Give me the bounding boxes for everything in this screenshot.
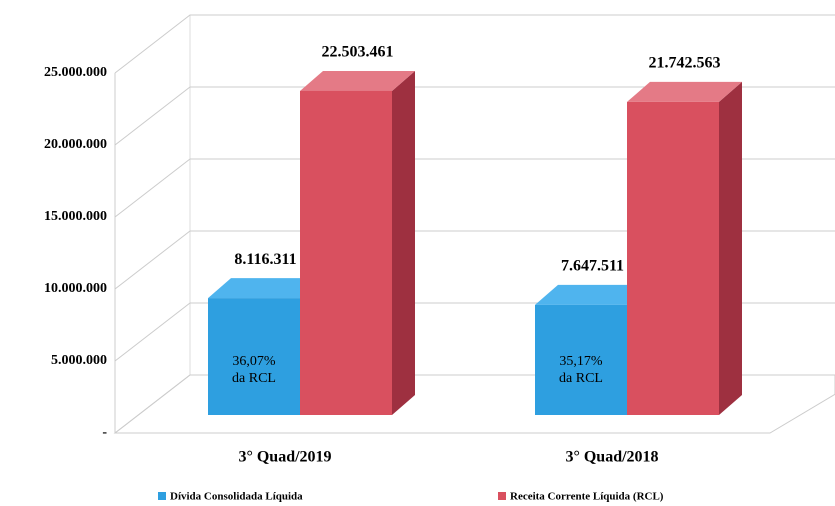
value-label: 8.116.311 bbox=[234, 251, 296, 268]
grid-line bbox=[114, 230, 835, 290]
annotation: da RCL bbox=[559, 371, 603, 386]
legend-swatch bbox=[498, 492, 506, 500]
value-label: 22.503.461 bbox=[322, 44, 394, 61]
y-tick-label: 15.000.000 bbox=[44, 209, 107, 224]
bar-top bbox=[535, 284, 650, 305]
grid-line bbox=[114, 14, 835, 74]
bar bbox=[627, 101, 719, 415]
value-label: 21.742.563 bbox=[649, 55, 721, 72]
grid-line bbox=[114, 158, 835, 218]
bar-side bbox=[392, 70, 415, 415]
y-tick-label: 20.000.000 bbox=[44, 137, 107, 152]
annotation: da RCL bbox=[232, 371, 276, 386]
y-tick-label: 5.000.000 bbox=[51, 353, 107, 368]
bar-side bbox=[719, 81, 742, 415]
annotation: 35,17% bbox=[559, 354, 603, 369]
bar-top bbox=[208, 278, 323, 299]
grid-line bbox=[114, 86, 835, 146]
legend-label: Dívida Consolidada Líquida bbox=[170, 491, 303, 503]
y-tick-label: - bbox=[102, 425, 107, 440]
bar bbox=[535, 304, 627, 415]
x-tick-label: 3° Quad/2018 bbox=[565, 449, 658, 466]
value-label: 7.647.511 bbox=[561, 258, 624, 275]
bar-top bbox=[627, 81, 742, 102]
legend-swatch bbox=[158, 492, 166, 500]
y-tick-label: 10.000.000 bbox=[44, 281, 107, 296]
annotation: 36,07% bbox=[232, 354, 276, 369]
y-tick-label: 25.000.000 bbox=[44, 65, 107, 80]
bar bbox=[300, 90, 392, 415]
x-tick-label: 3° Quad/2019 bbox=[238, 449, 331, 466]
legend-label: Receita Corrente Líquida (RCL) bbox=[510, 491, 664, 503]
bar-top bbox=[300, 70, 415, 91]
bar bbox=[208, 298, 300, 415]
